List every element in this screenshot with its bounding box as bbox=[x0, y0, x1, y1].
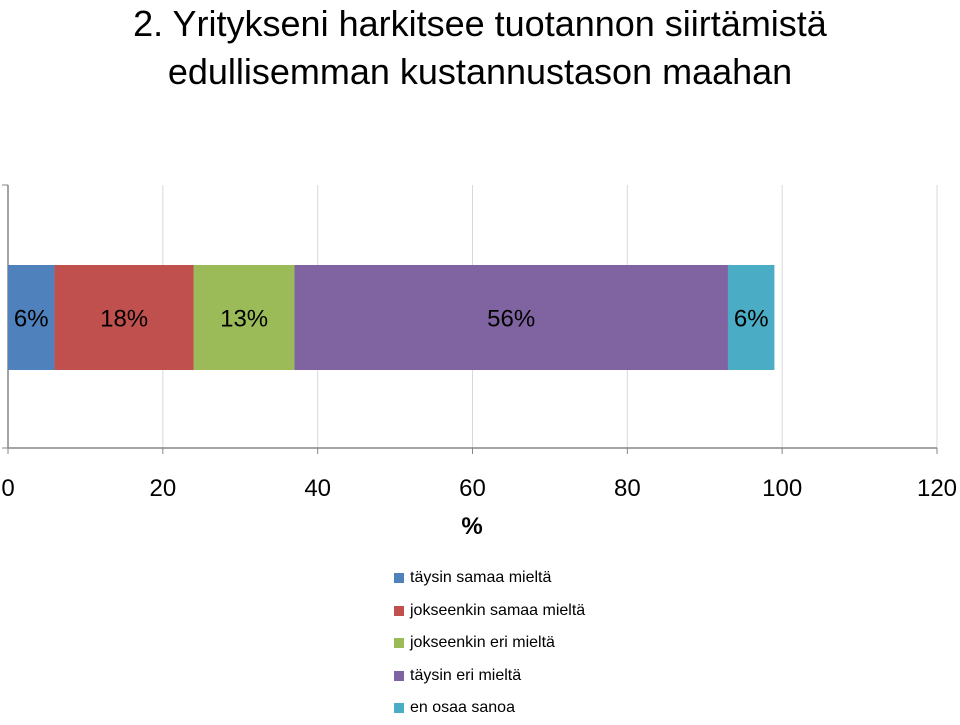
bar-segment bbox=[54, 265, 194, 370]
legend-swatch bbox=[394, 638, 404, 649]
legend-label: jokseenkin eri mieltä bbox=[410, 634, 555, 652]
data-label: 56% bbox=[487, 306, 535, 333]
bar-segment bbox=[294, 265, 728, 370]
legend-item: jokseenkin samaa mieltä bbox=[394, 595, 585, 628]
chart-title-line-1: 2. Yritykseni harkitsee tuotannon siirtä… bbox=[133, 3, 827, 44]
legend-swatch bbox=[394, 703, 404, 714]
data-label: 6% bbox=[14, 306, 49, 333]
x-axis-label: % bbox=[461, 513, 482, 540]
legend-label: jokseenkin samaa mieltä bbox=[410, 601, 586, 619]
legend-swatch bbox=[394, 605, 404, 616]
data-label: 13% bbox=[220, 306, 268, 333]
legend-item: en osaa sanoa bbox=[394, 692, 585, 725]
bar-segment bbox=[193, 265, 295, 370]
x-tick-label: 80 bbox=[614, 475, 641, 502]
chart-title-line-2: edullisemman kustannustason maahan bbox=[167, 51, 793, 92]
chart-legend: täysin samaa mieltä jokseenkin samaa miel… bbox=[394, 562, 585, 725]
legend-label: en osaa sanoa bbox=[410, 699, 515, 717]
x-tick-label: 120 bbox=[917, 475, 957, 502]
x-tick-label: 60 bbox=[459, 475, 486, 502]
legend-item: jokseenkin eri mieltä bbox=[394, 627, 585, 660]
x-tick-label: 0 bbox=[1, 475, 14, 502]
legend-item: täysin samaa mieltä bbox=[394, 562, 585, 595]
x-tick-label: 20 bbox=[149, 475, 176, 502]
legend-item: täysin eri mieltä bbox=[394, 660, 585, 693]
legend-swatch bbox=[394, 573, 404, 584]
chart-title: 2. Yritykseni harkitsee tuotannon siirtä… bbox=[0, 0, 960, 96]
x-tick-label: 100 bbox=[762, 475, 802, 502]
bar-segment bbox=[8, 265, 55, 370]
x-tick-label: 40 bbox=[304, 475, 331, 502]
legend-label: täysin eri mieltä bbox=[410, 666, 522, 684]
data-label: 18% bbox=[100, 306, 148, 333]
legend-label: täysin samaa mieltä bbox=[410, 569, 552, 587]
legend-swatch bbox=[394, 670, 404, 681]
bar-segment bbox=[727, 265, 775, 370]
data-label: 6% bbox=[734, 306, 769, 333]
